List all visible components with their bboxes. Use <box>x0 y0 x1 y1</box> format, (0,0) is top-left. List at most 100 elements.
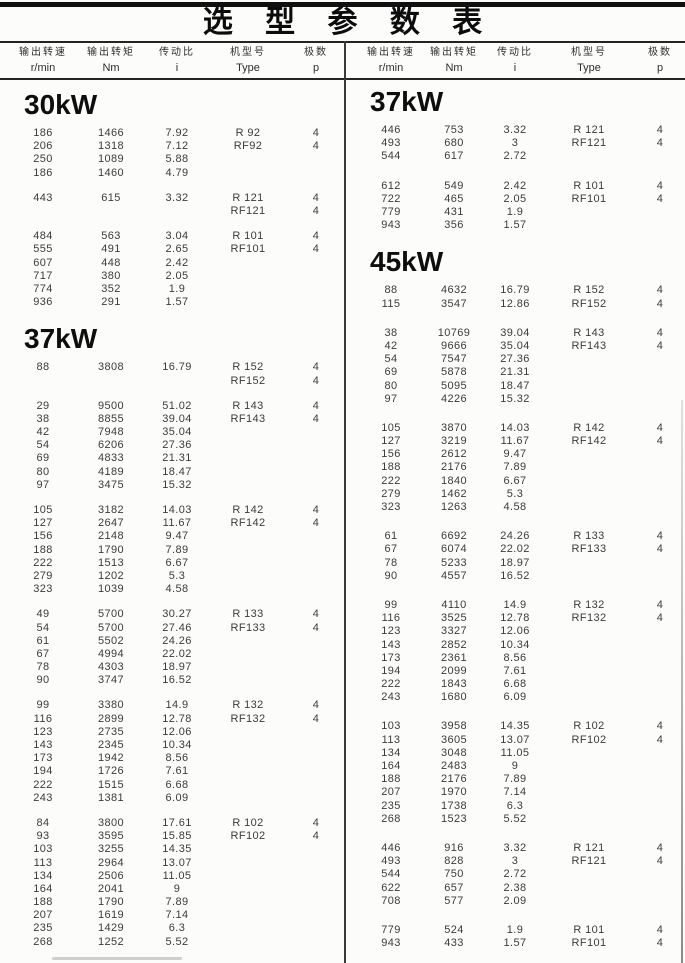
speed-cell: 188 <box>33 543 53 556</box>
torque-cell: 3255 <box>97 843 125 856</box>
type-cell: R 133 <box>232 608 264 621</box>
column-divider <box>344 41 346 963</box>
ratio-cell: 6.3 <box>168 922 186 935</box>
type-cell: RF133 <box>571 543 607 556</box>
power-section-heading: 30kW <box>24 89 98 120</box>
speed-cell: 54 <box>36 621 50 634</box>
table-row: 222 1515 6.68 <box>0 779 344 792</box>
torque-cell: 3182 <box>97 504 125 517</box>
column-unit: i <box>513 62 517 74</box>
torque-cell: 5878 <box>440 366 468 379</box>
ratio-cell: 4.58 <box>165 583 189 596</box>
torque-cell: 3525 <box>440 612 468 625</box>
table-row: 156 2612 9.47 <box>346 448 683 461</box>
ratio-cell: 3 <box>511 137 519 150</box>
title-underline-rule <box>0 41 685 43</box>
torque-cell: 1039 <box>97 583 125 596</box>
torque-cell: 1942 <box>97 752 125 765</box>
table-row: 88 4632 16.79 R 152 4 <box>346 284 683 297</box>
table-row: 38 10769 39.04 R 143 4 <box>346 327 683 340</box>
speed-cell: 186 <box>33 127 53 140</box>
ratio-cell: 51.02 <box>162 399 192 412</box>
speed-cell: 38 <box>384 326 398 339</box>
poles-cell: 4 <box>656 855 664 868</box>
speed-cell: 493 <box>381 137 401 150</box>
table-row: 90 4557 16.52 <box>346 570 683 583</box>
speed-cell: 936 <box>33 296 53 309</box>
torque-cell: 465 <box>444 192 464 205</box>
speed-cell: 54 <box>36 439 50 452</box>
poles-cell: 4 <box>656 543 664 556</box>
speed-cell: 779 <box>381 923 401 936</box>
scan-edge-artifact <box>681 400 683 963</box>
ratio-cell: 3.32 <box>165 191 189 204</box>
speed-cell: 143 <box>33 739 53 752</box>
torque-cell: 3327 <box>440 625 468 638</box>
ratio-cell: 15.32 <box>162 478 192 491</box>
poles-cell: 4 <box>656 284 664 297</box>
table-row: 612 549 2.42 R 101 4 <box>346 180 683 193</box>
column-label: 传动比 <box>159 47 195 58</box>
table-row: 49 5700 30.27 R 133 4 <box>0 608 344 621</box>
ratio-cell: 9.47 <box>165 530 189 543</box>
column-label: 极数 <box>648 47 672 58</box>
ratio-cell: 1.57 <box>503 219 527 232</box>
table-row: 235 1738 6.3 <box>346 800 683 813</box>
speed-cell: 134 <box>381 746 401 759</box>
speed-cell: 194 <box>33 765 53 778</box>
torque-cell: 1738 <box>440 799 468 812</box>
type-cell: R 132 <box>232 699 264 712</box>
poles-cell: 4 <box>312 517 320 530</box>
ratio-cell: 14.35 <box>500 720 530 733</box>
ratio-cell: 13.07 <box>162 856 192 869</box>
type-cell: RF121 <box>571 137 607 150</box>
torque-cell: 491 <box>101 243 121 256</box>
torque-cell: 4994 <box>97 647 125 660</box>
poles-cell: 4 <box>312 140 320 153</box>
torque-cell: 657 <box>444 881 464 894</box>
column-label: 输出转速 <box>19 47 67 58</box>
torque-cell: 5700 <box>97 621 125 634</box>
table-row: 134 3048 11.05 <box>346 747 683 760</box>
speed-cell: 88 <box>36 361 50 374</box>
speed-cell: 188 <box>381 773 401 786</box>
torque-cell: 356 <box>444 219 464 232</box>
poles-cell: 4 <box>656 421 664 434</box>
column-unit: Nm <box>102 62 120 74</box>
torque-cell: 617 <box>444 150 464 163</box>
power-section-heading: 45kW <box>370 246 444 278</box>
ratio-cell: 21.31 <box>162 452 192 465</box>
table-row: 99 4110 14.9 R 132 4 <box>346 599 683 612</box>
table-row: 67 4994 22.02 <box>0 648 344 661</box>
header-cell: 传动比 i <box>146 46 208 75</box>
torque-cell: 1840 <box>440 474 468 487</box>
ratio-cell: 8.56 <box>165 752 189 765</box>
speed-cell: 116 <box>381 612 401 625</box>
poles-cell: 4 <box>312 191 320 204</box>
speed-cell: 69 <box>384 366 398 379</box>
torque-cell: 3808 <box>97 361 125 374</box>
page-title: 选 型 参 数 表 <box>202 6 495 39</box>
torque-cell: 5700 <box>97 608 125 621</box>
header-cell: 机型号 Type <box>546 46 632 75</box>
speed-cell: 103 <box>381 720 401 733</box>
ratio-cell: 14.03 <box>162 504 192 517</box>
table-row: 222 1513 6.67 <box>0 557 344 570</box>
ratio-cell: 2.65 <box>165 243 189 256</box>
speed-cell: 779 <box>381 206 401 219</box>
ratio-cell: 2.42 <box>165 256 189 269</box>
poles-cell: 4 <box>656 937 664 950</box>
speed-cell: 555 <box>33 243 53 256</box>
speed-cell: 84 <box>36 816 50 829</box>
ratio-cell: 12.06 <box>500 625 530 638</box>
top-rule <box>0 2 685 7</box>
table-row: 173 2361 8.56 <box>346 652 683 665</box>
ratio-group: 49 5700 30.27 R 133 4 54 5700 27.46 RF133 4 61 5502… <box>0 608 344 687</box>
speed-cell: 250 <box>33 153 53 166</box>
ratio-cell: 2.09 <box>503 894 527 907</box>
table-row: 194 2099 7.61 <box>346 665 683 678</box>
ratio-group: 29 9500 51.02 R 143 4 38 8855 39.04 RF143 4 42 7948… <box>0 400 344 492</box>
torque-cell: 1252 <box>97 935 125 948</box>
ratio-cell: 7.89 <box>503 773 527 786</box>
torque-cell: 1790 <box>97 896 125 909</box>
